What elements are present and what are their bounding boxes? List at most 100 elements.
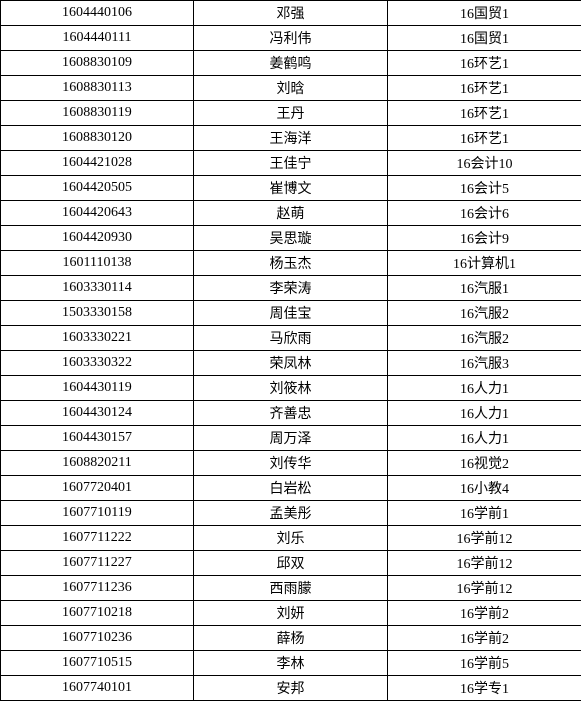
table-row: 1604420505崔博文16会计5: [1, 176, 581, 201]
table-row: 1603330221马欣雨16汽服2: [1, 326, 581, 351]
table-cell: 1607711236: [1, 576, 194, 601]
table-cell: 1608830113: [1, 76, 194, 101]
table-cell: 李荣涛: [194, 276, 388, 301]
table-cell: 1604440106: [1, 1, 194, 26]
table-cell: 荣凤林: [194, 351, 388, 376]
table-cell: 16学专1: [388, 676, 581, 701]
table-row: 1608830109姜鹤鸣16环艺1: [1, 51, 581, 76]
table-cell: 孟美彤: [194, 501, 388, 526]
table-cell: 刘乐: [194, 526, 388, 551]
table-row: 1607710218刘妍16学前2: [1, 601, 581, 626]
table-cell: 16环艺1: [388, 76, 581, 101]
table-cell: 安邦: [194, 676, 388, 701]
table-cell: 1607711227: [1, 551, 194, 576]
table-cell: 邱双: [194, 551, 388, 576]
table-cell: 1604430119: [1, 376, 194, 401]
table-cell: 冯利伟: [194, 26, 388, 51]
table-row: 1608830119王丹16环艺1: [1, 101, 581, 126]
student-table: 1604440106邓强16国贸11604440111冯利伟16国贸116088…: [0, 0, 581, 701]
table-cell: 16小教4: [388, 476, 581, 501]
table-cell: 16汽服3: [388, 351, 581, 376]
table-row: 1607711222刘乐16学前12: [1, 526, 581, 551]
table-cell: 16人力1: [388, 376, 581, 401]
table-cell: 1608830119: [1, 101, 194, 126]
table-row: 1608820211刘传华16视觉2: [1, 451, 581, 476]
table-cell: 1608820211: [1, 451, 194, 476]
table-cell: 16汽服2: [388, 326, 581, 351]
table-cell: 16学前5: [388, 651, 581, 676]
table-row: 1607740101安邦16学专1: [1, 676, 581, 701]
table-cell: 1607740101: [1, 676, 194, 701]
table-cell: 1603330221: [1, 326, 194, 351]
table-cell: 1601110138: [1, 251, 194, 276]
table-row: 1607720401白岩松16小教4: [1, 476, 581, 501]
table-row: 1607711227邱双16学前12: [1, 551, 581, 576]
table-row: 1608830113刘晗16环艺1: [1, 76, 581, 101]
table-cell: 16国贸1: [388, 1, 581, 26]
table-cell: 16环艺1: [388, 51, 581, 76]
table-cell: 1608830109: [1, 51, 194, 76]
table-cell: 马欣雨: [194, 326, 388, 351]
table-cell: 16视觉2: [388, 451, 581, 476]
table-cell: 1608830120: [1, 126, 194, 151]
table-row: 1604421028王佳宁16会计10: [1, 151, 581, 176]
table-cell: 赵萌: [194, 201, 388, 226]
table-row: 1604430157周万泽16人力1: [1, 426, 581, 451]
table-cell: 1604420930: [1, 226, 194, 251]
table-row: 1601110138杨玉杰16计算机1: [1, 251, 581, 276]
table-cell: 1607710119: [1, 501, 194, 526]
table-row: 1604420930吴思璇16会计9: [1, 226, 581, 251]
table-cell: 1503330158: [1, 301, 194, 326]
table-cell: 杨玉杰: [194, 251, 388, 276]
table-cell: 刘晗: [194, 76, 388, 101]
table-cell: 16会计6: [388, 201, 581, 226]
table-row: 1607710236薛杨16学前2: [1, 626, 581, 651]
table-cell: 16会计10: [388, 151, 581, 176]
table-cell: 1604440111: [1, 26, 194, 51]
table-cell: 周佳宝: [194, 301, 388, 326]
table-row: 1607710515李林16学前5: [1, 651, 581, 676]
table-cell: 16会计5: [388, 176, 581, 201]
table-cell: 崔博文: [194, 176, 388, 201]
table-cell: 刘传华: [194, 451, 388, 476]
table-row: 1607710119孟美彤16学前1: [1, 501, 581, 526]
table-cell: 1604420505: [1, 176, 194, 201]
table-row: 1503330158周佳宝16汽服2: [1, 301, 581, 326]
table-cell: 1603330322: [1, 351, 194, 376]
table-cell: 16计算机1: [388, 251, 581, 276]
table-cell: 16汽服2: [388, 301, 581, 326]
table-cell: 16学前12: [388, 551, 581, 576]
table-cell: 1607720401: [1, 476, 194, 501]
table-cell: 1603330114: [1, 276, 194, 301]
table-cell: 16环艺1: [388, 101, 581, 126]
table-cell: 16环艺1: [388, 126, 581, 151]
table-cell: 16人力1: [388, 401, 581, 426]
table-cell: 周万泽: [194, 426, 388, 451]
table-cell: 1607710515: [1, 651, 194, 676]
table-row: 1603330114李荣涛16汽服1: [1, 276, 581, 301]
table-cell: 齐善忠: [194, 401, 388, 426]
table-cell: 1607710236: [1, 626, 194, 651]
table-row: 1604430124齐善忠16人力1: [1, 401, 581, 426]
table-cell: 王佳宁: [194, 151, 388, 176]
table-cell: 邓强: [194, 1, 388, 26]
table-row: 1607711236西雨朦16学前12: [1, 576, 581, 601]
table-cell: 西雨朦: [194, 576, 388, 601]
table-cell: 1607710218: [1, 601, 194, 626]
table-cell: 16学前12: [388, 576, 581, 601]
table-cell: 16会计9: [388, 226, 581, 251]
table-cell: 16人力1: [388, 426, 581, 451]
table-cell: 薛杨: [194, 626, 388, 651]
table-cell: 16汽服1: [388, 276, 581, 301]
table-cell: 王丹: [194, 101, 388, 126]
table-cell: 1607711222: [1, 526, 194, 551]
table-row: 1604430119刘筱林16人力1: [1, 376, 581, 401]
table-cell: 16学前1: [388, 501, 581, 526]
table-row: 1604440111冯利伟16国贸1: [1, 26, 581, 51]
table-cell: 1604420643: [1, 201, 194, 226]
table-cell: 刘妍: [194, 601, 388, 626]
table-cell: 1604430157: [1, 426, 194, 451]
table-cell: 王海洋: [194, 126, 388, 151]
table-cell: 16国贸1: [388, 26, 581, 51]
table-row: 1608830120王海洋16环艺1: [1, 126, 581, 151]
